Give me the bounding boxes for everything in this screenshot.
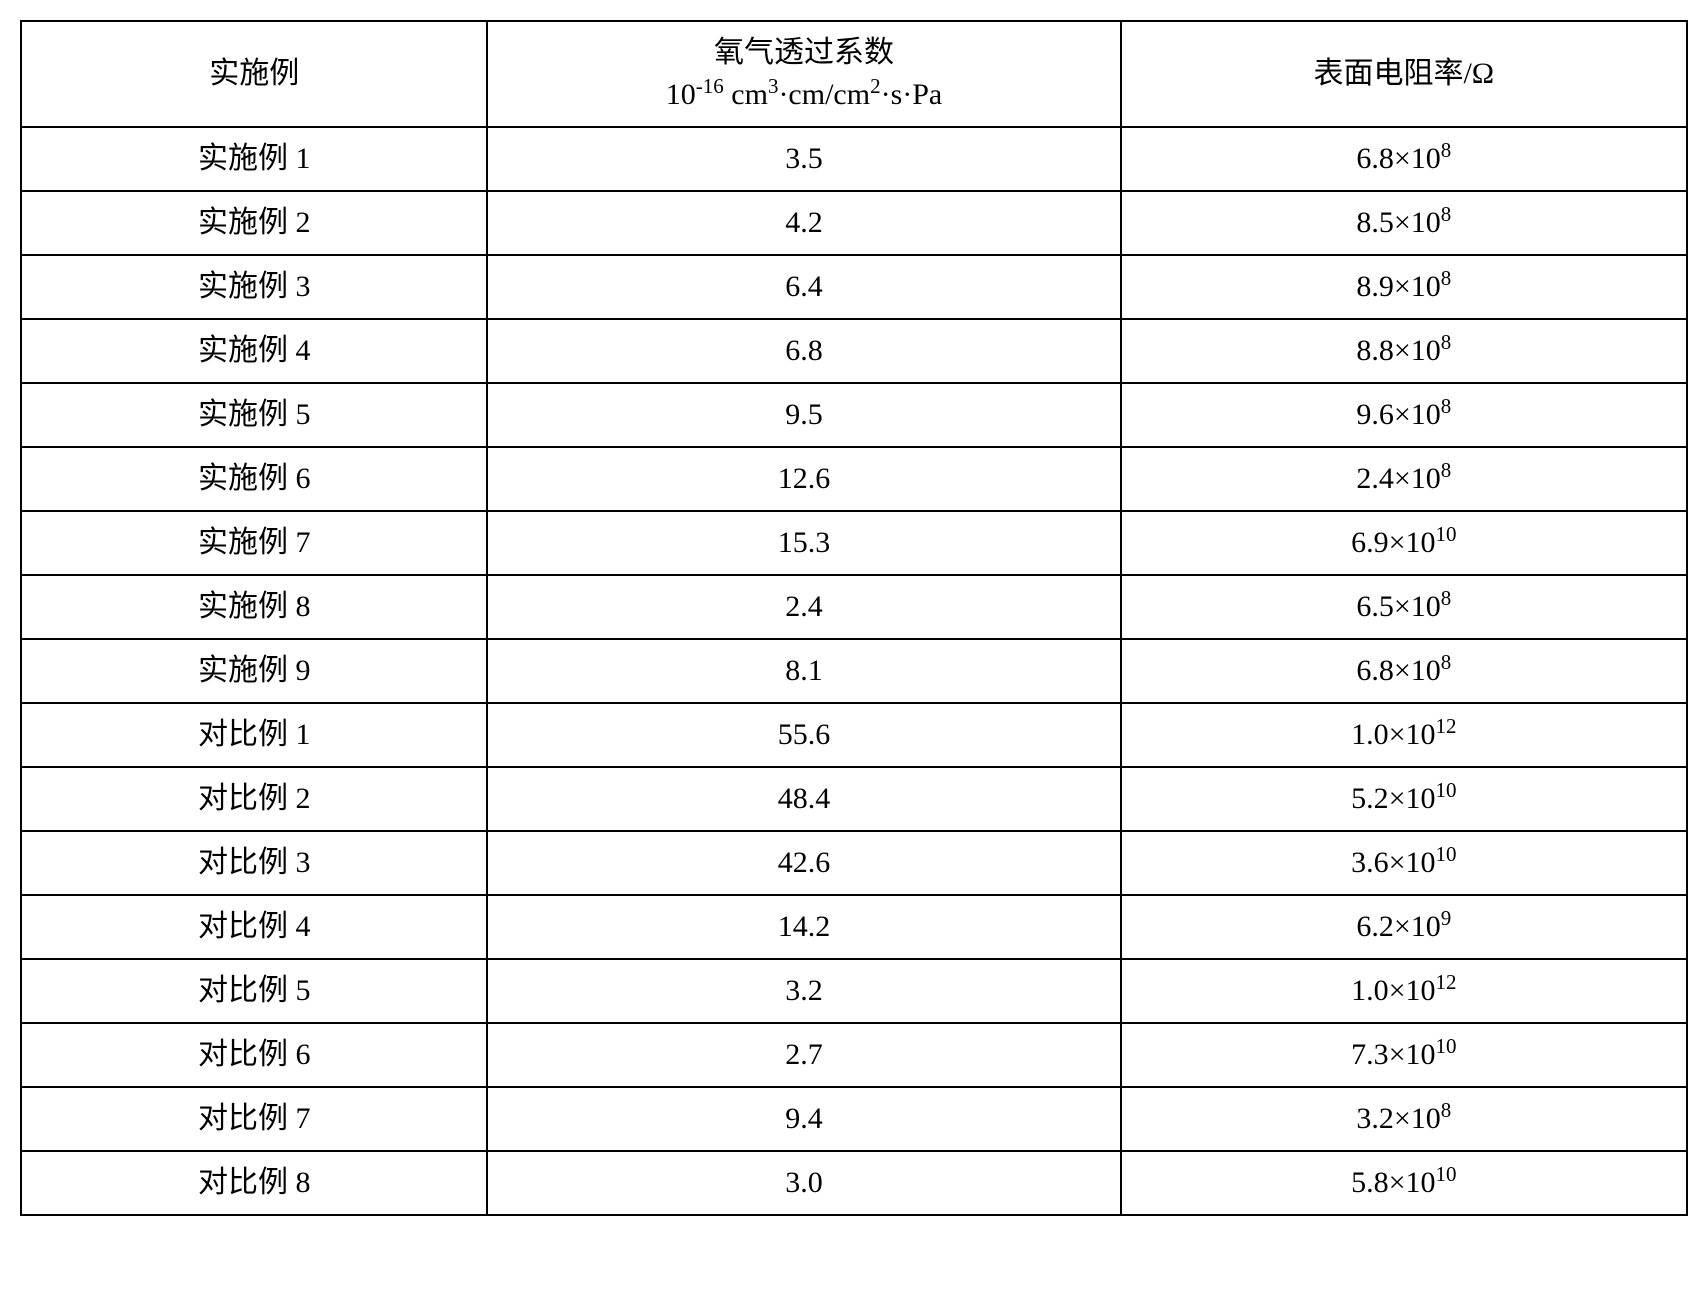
cell-example: 实施例 4 [21,319,487,383]
cell-example: 对比例 3 [21,831,487,895]
cell-resistivity: 8.5×108 [1121,191,1687,255]
table-row: 实施例 715.36.9×1010 [21,511,1687,575]
cell-example: 实施例 9 [21,639,487,703]
cell-oxygen: 42.6 [487,831,1120,895]
cell-oxygen: 2.7 [487,1023,1120,1087]
cell-resistivity: 6.5×108 [1121,575,1687,639]
cell-resistivity: 3.6×1010 [1121,831,1687,895]
table-body: 实施例 13.56.8×108实施例 24.28.5×108实施例 36.48.… [21,127,1687,1215]
cell-oxygen: 9.5 [487,383,1120,447]
cell-resistivity: 6.2×109 [1121,895,1687,959]
cell-oxygen: 3.2 [487,959,1120,1023]
cell-oxygen: 48.4 [487,767,1120,831]
cell-oxygen: 8.1 [487,639,1120,703]
cell-resistivity: 9.6×108 [1121,383,1687,447]
cell-resistivity: 7.3×1010 [1121,1023,1687,1087]
data-table: 实施例 氧气透过系数10-16 cm3·cm/cm2·s·Pa 表面电阻率/Ω … [20,20,1688,1216]
cell-oxygen: 55.6 [487,703,1120,767]
cell-example: 实施例 7 [21,511,487,575]
cell-resistivity: 1.0×1012 [1121,959,1687,1023]
cell-oxygen: 3.5 [487,127,1120,191]
cell-example: 实施例 1 [21,127,487,191]
cell-resistivity: 8.9×108 [1121,255,1687,319]
table-row: 实施例 36.48.9×108 [21,255,1687,319]
cell-oxygen: 12.6 [487,447,1120,511]
col-header-resistivity: 表面电阻率/Ω [1121,21,1687,127]
cell-example: 实施例 6 [21,447,487,511]
cell-oxygen: 3.0 [487,1151,1120,1215]
cell-oxygen: 6.8 [487,319,1120,383]
table-row: 对比例 83.05.8×1010 [21,1151,1687,1215]
cell-oxygen: 2.4 [487,575,1120,639]
table-header-row: 实施例 氧气透过系数10-16 cm3·cm/cm2·s·Pa 表面电阻率/Ω [21,21,1687,127]
table-row: 对比例 342.63.6×1010 [21,831,1687,895]
col-header-example: 实施例 [21,21,487,127]
cell-example: 对比例 8 [21,1151,487,1215]
cell-example: 实施例 5 [21,383,487,447]
table-row: 对比例 53.21.0×1012 [21,959,1687,1023]
table-row: 实施例 59.59.6×108 [21,383,1687,447]
cell-example: 对比例 4 [21,895,487,959]
cell-example: 实施例 8 [21,575,487,639]
col-header-oxygen: 氧气透过系数10-16 cm3·cm/cm2·s·Pa [487,21,1120,127]
table-row: 对比例 79.43.2×108 [21,1087,1687,1151]
table-row: 实施例 612.62.4×108 [21,447,1687,511]
cell-resistivity: 8.8×108 [1121,319,1687,383]
cell-example: 实施例 3 [21,255,487,319]
cell-example: 对比例 1 [21,703,487,767]
cell-example: 对比例 7 [21,1087,487,1151]
cell-resistivity: 6.8×108 [1121,127,1687,191]
table-row: 实施例 82.46.5×108 [21,575,1687,639]
cell-resistivity: 1.0×1012 [1121,703,1687,767]
cell-oxygen: 15.3 [487,511,1120,575]
cell-resistivity: 6.9×1010 [1121,511,1687,575]
cell-example: 对比例 2 [21,767,487,831]
cell-example: 对比例 6 [21,1023,487,1087]
table-row: 对比例 62.77.3×1010 [21,1023,1687,1087]
cell-example: 实施例 2 [21,191,487,255]
cell-resistivity: 6.8×108 [1121,639,1687,703]
cell-resistivity: 5.8×1010 [1121,1151,1687,1215]
cell-resistivity: 3.2×108 [1121,1087,1687,1151]
cell-oxygen: 9.4 [487,1087,1120,1151]
table-row: 实施例 98.16.8×108 [21,639,1687,703]
cell-example: 对比例 5 [21,959,487,1023]
table-row: 对比例 155.61.0×1012 [21,703,1687,767]
table-row: 实施例 24.28.5×108 [21,191,1687,255]
table-row: 对比例 414.26.2×109 [21,895,1687,959]
table-row: 实施例 46.88.8×108 [21,319,1687,383]
cell-resistivity: 5.2×1010 [1121,767,1687,831]
table-row: 实施例 13.56.8×108 [21,127,1687,191]
cell-oxygen: 6.4 [487,255,1120,319]
table-row: 对比例 248.45.2×1010 [21,767,1687,831]
cell-oxygen: 4.2 [487,191,1120,255]
cell-oxygen: 14.2 [487,895,1120,959]
cell-resistivity: 2.4×108 [1121,447,1687,511]
